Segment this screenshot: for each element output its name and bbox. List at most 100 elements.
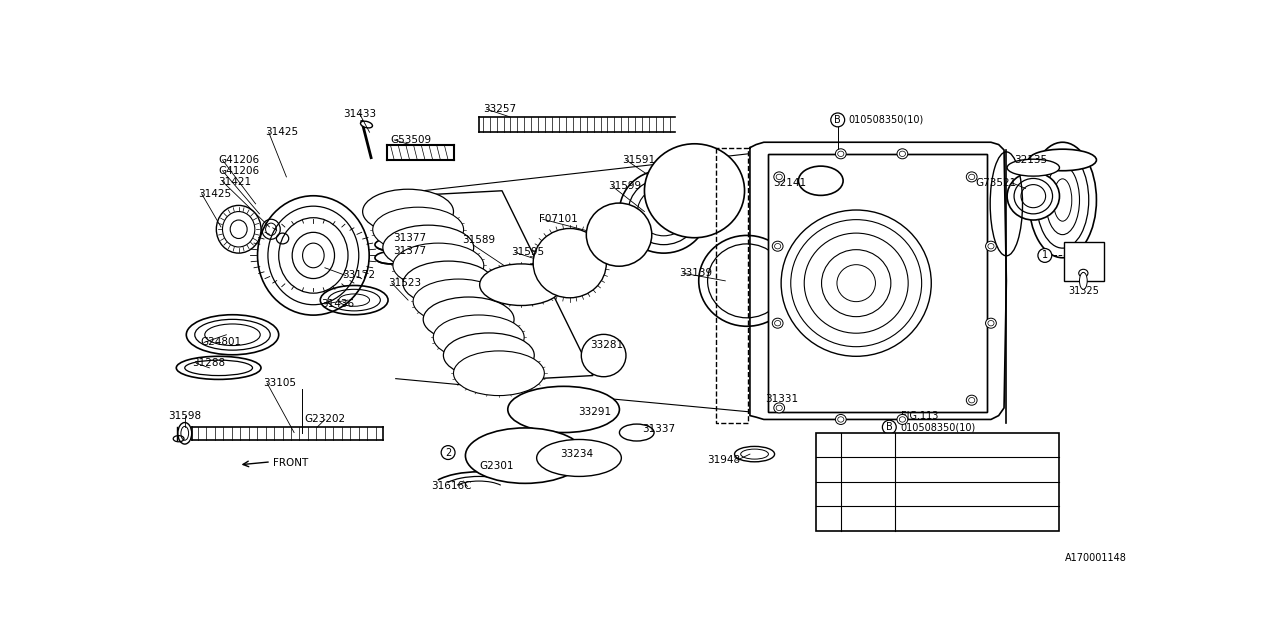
Ellipse shape (413, 279, 504, 324)
Text: 31377: 31377 (393, 234, 426, 243)
Text: <'05MY0504- >: <'05MY0504- > (897, 489, 974, 499)
Text: 31337: 31337 (643, 424, 676, 435)
Ellipse shape (534, 228, 607, 298)
Ellipse shape (604, 250, 612, 256)
Text: FIG.113: FIG.113 (901, 411, 938, 420)
Ellipse shape (620, 424, 654, 441)
Text: 1: 1 (826, 489, 832, 499)
Text: < -'05MY0504): < -'05MY0504) (897, 465, 970, 474)
Ellipse shape (772, 241, 783, 252)
Circle shape (822, 487, 836, 501)
Text: B: B (835, 115, 841, 125)
Bar (768, 154, 987, 412)
Ellipse shape (986, 318, 996, 328)
Text: < -'05MY0504): < -'05MY0504) (897, 514, 970, 524)
Ellipse shape (594, 232, 600, 237)
Ellipse shape (599, 245, 605, 251)
Ellipse shape (536, 440, 621, 476)
Ellipse shape (620, 211, 626, 217)
Ellipse shape (626, 214, 634, 220)
Text: 31591: 31591 (622, 155, 655, 165)
Circle shape (442, 445, 454, 460)
Ellipse shape (595, 239, 603, 245)
Text: 31948: 31948 (708, 455, 741, 465)
Ellipse shape (637, 232, 644, 237)
Ellipse shape (434, 315, 524, 360)
Text: F07101: F07101 (539, 214, 577, 224)
Text: G24801: G24801 (200, 337, 242, 348)
Bar (817, 433, 1059, 531)
Circle shape (1038, 248, 1052, 262)
Text: 33105: 33105 (264, 378, 296, 388)
Ellipse shape (1079, 269, 1088, 277)
Ellipse shape (897, 415, 908, 424)
Text: G23202: G23202 (305, 415, 346, 424)
Ellipse shape (1029, 142, 1097, 258)
Ellipse shape (393, 243, 484, 288)
Text: 32141: 32141 (773, 178, 806, 188)
Ellipse shape (424, 297, 515, 342)
Text: 2: 2 (445, 447, 452, 458)
Ellipse shape (466, 428, 585, 483)
Text: 31288: 31288 (192, 358, 225, 368)
Ellipse shape (781, 210, 932, 356)
Text: 31433: 31433 (343, 109, 376, 119)
Ellipse shape (586, 203, 652, 266)
Text: G41206: G41206 (219, 166, 260, 176)
Ellipse shape (644, 144, 745, 237)
Text: 31589: 31589 (462, 235, 495, 245)
Text: 31598: 31598 (168, 411, 201, 420)
Ellipse shape (966, 395, 977, 405)
Ellipse shape (620, 170, 708, 253)
Ellipse shape (443, 333, 534, 378)
Text: <'05MY0504- >: <'05MY0504- > (897, 440, 974, 450)
Ellipse shape (383, 225, 474, 270)
Ellipse shape (966, 172, 977, 182)
Ellipse shape (480, 264, 563, 305)
Ellipse shape (626, 250, 634, 256)
Ellipse shape (636, 225, 643, 230)
Text: 1: 1 (1042, 250, 1048, 260)
Text: 31595: 31595 (511, 247, 544, 257)
Ellipse shape (1079, 273, 1087, 289)
Bar (768, 154, 987, 412)
Text: FRONT: FRONT (274, 458, 308, 468)
Ellipse shape (581, 334, 626, 377)
Circle shape (882, 420, 896, 434)
Text: G41206: G41206 (219, 155, 260, 165)
Ellipse shape (836, 415, 846, 424)
Text: 31325: 31325 (1068, 286, 1098, 296)
Ellipse shape (699, 236, 795, 326)
Text: 33172: 33172 (342, 271, 375, 280)
Ellipse shape (362, 189, 453, 234)
Ellipse shape (632, 218, 639, 225)
Text: 33291: 33291 (579, 407, 612, 417)
Text: G53509: G53509 (390, 135, 431, 145)
Ellipse shape (897, 148, 908, 159)
Text: 32135: 32135 (1014, 155, 1047, 165)
Text: 33281: 33281 (590, 340, 623, 349)
Ellipse shape (604, 214, 612, 220)
Text: B: B (886, 422, 892, 432)
Text: 31616C: 31616C (430, 481, 471, 492)
Ellipse shape (595, 225, 603, 230)
Text: 31421: 31421 (219, 177, 252, 186)
Text: 31425: 31425 (198, 189, 230, 199)
Ellipse shape (599, 218, 605, 225)
Text: 31377: 31377 (393, 246, 426, 256)
Ellipse shape (774, 172, 785, 182)
Text: G97404: G97404 (844, 440, 882, 450)
Ellipse shape (612, 211, 618, 217)
Ellipse shape (772, 318, 783, 328)
Ellipse shape (1007, 159, 1060, 176)
Text: G90815: G90815 (844, 489, 882, 499)
Text: 31331: 31331 (765, 394, 799, 404)
Text: 33234: 33234 (559, 449, 593, 459)
Text: 31436: 31436 (321, 299, 355, 309)
Ellipse shape (508, 387, 620, 433)
Ellipse shape (372, 207, 463, 252)
Ellipse shape (986, 241, 996, 252)
Ellipse shape (836, 148, 846, 159)
Ellipse shape (612, 252, 618, 258)
Bar (1064, 243, 1105, 281)
